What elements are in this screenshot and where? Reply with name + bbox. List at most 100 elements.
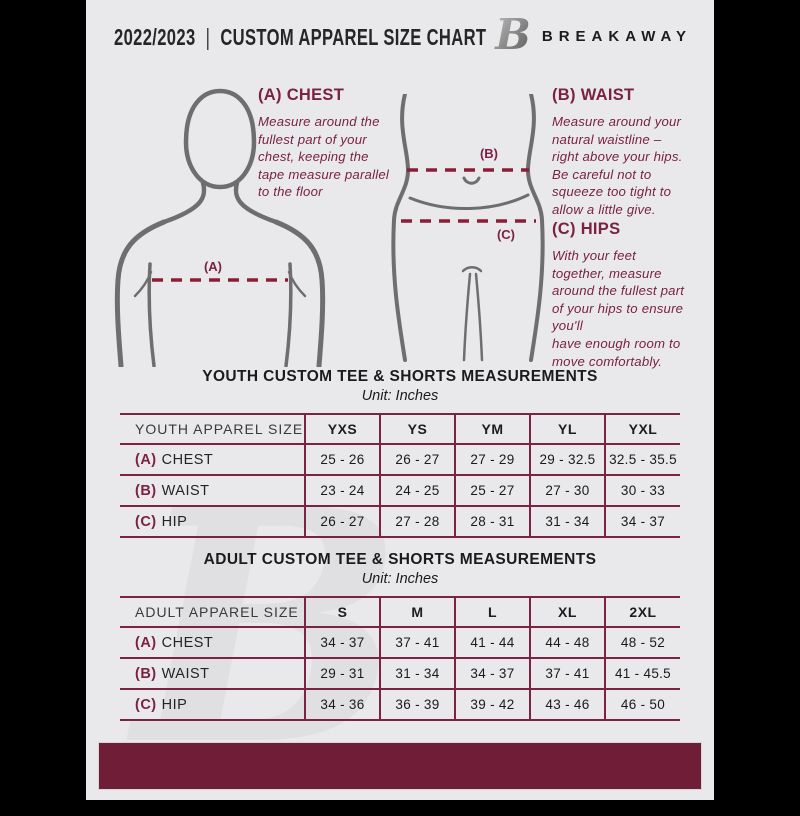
youth-size-ys: YS bbox=[379, 414, 455, 444]
adult-table-title: ADULT CUSTOM TEE & SHORTS MEASUREMENTS bbox=[203, 551, 597, 568]
chest-body: Measure around the fullest part of your … bbox=[258, 114, 390, 200]
cell-value: 24 - 25 bbox=[379, 475, 455, 506]
waist-marker-label: (B) bbox=[480, 146, 498, 161]
waist-body: Measure around your natural waistline – … bbox=[552, 114, 683, 217]
cell-value: 27 - 30 bbox=[529, 475, 605, 506]
cell-value: 48 - 52 bbox=[604, 627, 680, 658]
row-marker: (B) bbox=[135, 665, 157, 682]
table-row: (B) WAIST 29 - 31 31 - 34 34 - 37 37 - 41… bbox=[120, 658, 680, 689]
waist-instructions: (B) WAIST Measure around your natural wa… bbox=[552, 86, 708, 219]
size-chart-page: B 2022/2023 | CUSTOM APPAREL SIZE CHART B … bbox=[86, 0, 714, 800]
cell-value: 39 - 42 bbox=[454, 689, 530, 720]
adult-size-table: ADULT APPAREL SIZE S M L XL 2XL (A) CHEST… bbox=[120, 596, 680, 721]
youth-corner-header: YOUTH APPAREL SIZE bbox=[135, 421, 304, 437]
cell-value: 32.5 - 35.5 bbox=[604, 444, 680, 475]
cell-value: 34 - 37 bbox=[604, 506, 680, 537]
cell-value: 36 - 39 bbox=[379, 689, 455, 720]
hip-marker-label: (C) bbox=[497, 227, 515, 242]
table-row: (C) HIP 26 - 27 27 - 28 28 - 31 31 - 34 3… bbox=[120, 506, 680, 537]
cell-value: 31 - 34 bbox=[379, 658, 455, 689]
cell-value: 41 - 45.5 bbox=[604, 658, 680, 689]
page-header: 2022/2023 | CUSTOM APPAREL SIZE CHART B BR… bbox=[86, 0, 714, 72]
adult-size-xl: XL bbox=[529, 597, 605, 627]
adult-size-s: S bbox=[304, 597, 380, 627]
cell-value: 46 - 50 bbox=[604, 689, 680, 720]
cell-value: 34 - 37 bbox=[304, 627, 380, 658]
adult-size-2xl: 2XL bbox=[604, 597, 680, 627]
table-row: (A) CHEST 25 - 26 26 - 27 27 - 29 29 - 32… bbox=[120, 444, 680, 475]
table-row: (B) WAIST 23 - 24 24 - 25 25 - 27 27 - 30… bbox=[120, 475, 680, 506]
adult-chest-label: (A) CHEST bbox=[120, 627, 305, 658]
title-years: 2022/2023 bbox=[114, 24, 196, 50]
cell-value: 27 - 29 bbox=[454, 444, 530, 475]
row-name: CHEST bbox=[161, 634, 214, 651]
lower-body-figure: (B) (C) bbox=[391, 94, 545, 362]
footer-accent-bar bbox=[98, 742, 702, 790]
title-text: CUSTOM APPAREL SIZE CHART bbox=[220, 24, 487, 50]
hips-body: With your feet together, measure around … bbox=[552, 248, 685, 369]
hips-instructions: (C) HIPS With your feet together, measur… bbox=[552, 220, 712, 370]
adult-waist-label: (B) WAIST bbox=[120, 658, 305, 689]
adult-size-l: L bbox=[454, 597, 530, 627]
row-name: HIP bbox=[161, 513, 188, 530]
measuring-guide: (A) (B) (C) (A) CHEST Measure around the… bbox=[86, 80, 714, 376]
youth-chest-label: (A) CHEST bbox=[120, 444, 305, 475]
adult-hip-label: (C) HIP bbox=[120, 689, 305, 720]
youth-waist-label: (B) WAIST bbox=[120, 475, 305, 506]
title-divider: | bbox=[205, 24, 211, 50]
table-row: (C) HIP 34 - 36 36 - 39 39 - 42 43 - 46 4… bbox=[120, 689, 680, 720]
cell-value: 30 - 33 bbox=[604, 475, 680, 506]
cell-value: 37 - 41 bbox=[379, 627, 455, 658]
cell-value: 25 - 27 bbox=[454, 475, 530, 506]
cell-value: 23 - 24 bbox=[304, 475, 380, 506]
cell-value: 28 - 31 bbox=[454, 506, 530, 537]
youth-hip-label: (C) HIP bbox=[120, 506, 305, 537]
waist-heading: (B) WAIST bbox=[552, 86, 635, 104]
row-marker: (C) bbox=[135, 513, 157, 530]
cell-value: 44 - 48 bbox=[529, 627, 605, 658]
youth-header-row: YOUTH APPAREL SIZE YXS YS YM YL YXL bbox=[120, 414, 680, 444]
cell-value: 29 - 31 bbox=[304, 658, 380, 689]
page-title: 2022/2023 | CUSTOM APPAREL SIZE CHART bbox=[114, 24, 486, 51]
youth-unit-label: Unit: Inches bbox=[361, 388, 439, 404]
row-name: HIP bbox=[161, 696, 188, 713]
youth-size-yxl: YXL bbox=[604, 414, 680, 444]
youth-size-yxs: YXS bbox=[304, 414, 380, 444]
row-name: WAIST bbox=[161, 482, 210, 499]
youth-table-title: YOUTH CUSTOM TEE & SHORTS MEASUREMENTS bbox=[202, 368, 598, 385]
adult-size-m: M bbox=[379, 597, 455, 627]
upper-body-figure: (A) bbox=[114, 88, 326, 367]
measurement-tables: YOUTH CUSTOM TEE & SHORTS MEASUREMENTS U… bbox=[86, 368, 714, 721]
row-name: WAIST bbox=[161, 665, 210, 682]
row-marker: (B) bbox=[135, 482, 157, 499]
adult-unit-label: Unit: Inches bbox=[361, 571, 439, 587]
brand-logo: B BREAKAWAY bbox=[491, 12, 692, 60]
cell-value: 27 - 28 bbox=[379, 506, 455, 537]
cell-value: 25 - 26 bbox=[304, 444, 380, 475]
adult-header-row: ADULT APPAREL SIZE S M L XL 2XL bbox=[120, 597, 680, 627]
cell-value: 31 - 34 bbox=[529, 506, 605, 537]
chest-instructions: (A) CHEST Measure around the fullest par… bbox=[258, 86, 418, 201]
row-name: CHEST bbox=[161, 451, 214, 468]
cell-value: 43 - 46 bbox=[529, 689, 605, 720]
brand-name: BREAKAWAY bbox=[541, 27, 692, 45]
cell-value: 37 - 41 bbox=[529, 658, 605, 689]
row-marker: (C) bbox=[135, 696, 157, 713]
breakaway-b-icon: B bbox=[492, 12, 531, 59]
hips-heading: (C) HIPS bbox=[552, 220, 621, 238]
cell-value: 34 - 37 bbox=[454, 658, 530, 689]
chest-marker-label: (A) bbox=[204, 259, 222, 274]
youth-size-ym: YM bbox=[454, 414, 530, 444]
youth-size-yl: YL bbox=[529, 414, 605, 444]
cell-value: 29 - 32.5 bbox=[529, 444, 605, 475]
youth-size-table: YOUTH APPAREL SIZE YXS YS YM YL YXL (A) C… bbox=[120, 413, 680, 538]
adult-corner-header: ADULT APPAREL SIZE bbox=[135, 604, 299, 620]
table-row: (A) CHEST 34 - 37 37 - 41 41 - 44 44 - 48… bbox=[120, 627, 680, 658]
row-marker: (A) bbox=[135, 451, 157, 468]
cell-value: 34 - 36 bbox=[304, 689, 380, 720]
row-marker: (A) bbox=[135, 634, 157, 651]
cell-value: 26 - 27 bbox=[304, 506, 380, 537]
cell-value: 26 - 27 bbox=[379, 444, 455, 475]
chest-heading: (A) CHEST bbox=[258, 86, 345, 104]
cell-value: 41 - 44 bbox=[454, 627, 530, 658]
